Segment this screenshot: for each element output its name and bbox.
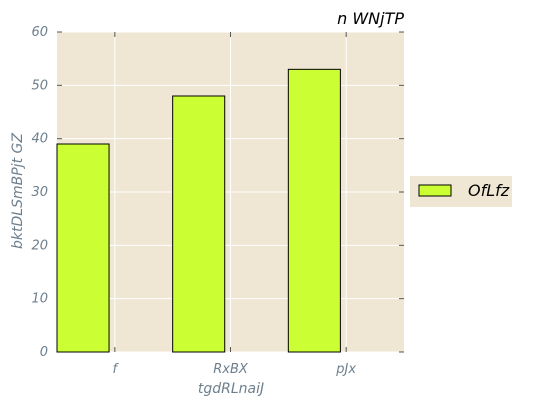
chart-title: n WNjTP (337, 9, 404, 28)
y-tick-label: 0 (40, 345, 48, 360)
y-tick-label: 30 (31, 185, 48, 200)
bars (56, 68, 341, 353)
y-tick-labels: 0 10 20 30 40 50 60 (31, 25, 48, 360)
y-tick-label: 10 (31, 292, 48, 307)
legend-label: OfLfz (468, 181, 510, 200)
x-tick-label: RxBX (213, 362, 249, 377)
y-tick-label: 20 (31, 238, 48, 253)
x-tick-label: pJx (335, 362, 356, 377)
y-tick-label: 60 (31, 25, 48, 40)
x-tick-labels: f RxBX pJx (113, 362, 357, 377)
bar-f (56, 143, 110, 353)
y-tick-label: 40 (31, 132, 48, 147)
bar-RxBX (172, 95, 226, 353)
legend-swatch (418, 184, 452, 197)
x-tick-label: f (113, 362, 120, 377)
x-axis-label: tgdRLnaiJ (198, 381, 264, 397)
y-axis-label: bktDLSmBPjt GZ (10, 133, 26, 249)
y-tick-label: 50 (31, 78, 48, 93)
legend: OfLfz (410, 176, 512, 207)
bar-pJx (287, 68, 341, 353)
